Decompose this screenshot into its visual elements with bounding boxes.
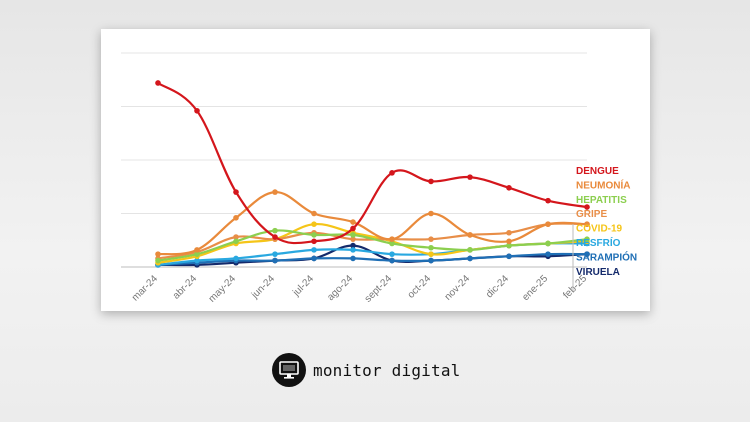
data-point	[467, 247, 473, 253]
legend-item: HEPATITIS	[576, 195, 627, 206]
line-chart: mar-24 abr-24 may-24 jun-24 jul-24 ago-24 sept…	[121, 52, 637, 305]
data-point	[350, 242, 356, 249]
data-point	[311, 221, 317, 227]
data-point	[311, 210, 317, 217]
data-point	[350, 225, 356, 232]
data-point	[506, 238, 512, 245]
legend-item: VIRUELA	[576, 267, 620, 278]
series-line-hepatitis	[156, 229, 589, 262]
x-tick-label: ago-24	[325, 273, 355, 303]
data-point	[428, 210, 434, 217]
data-point	[545, 251, 551, 257]
data-point	[428, 257, 434, 264]
x-tick-label: mar-24	[130, 273, 160, 303]
legend-item: SARAMPIÓN	[576, 250, 637, 263]
data-point	[428, 251, 434, 257]
data-point	[194, 257, 200, 264]
data-point	[233, 238, 239, 245]
data-point	[155, 257, 161, 264]
x-tick-label: oct-24	[406, 273, 434, 301]
data-point	[233, 189, 239, 195]
data-point	[584, 221, 590, 227]
data-point	[467, 174, 473, 180]
chart-card: mar-24 abr-24 may-24 jun-24 jul-24 ago-24 sept…	[101, 29, 650, 311]
data-point	[311, 247, 317, 253]
series-line-dengue	[156, 81, 589, 245]
data-point	[272, 257, 278, 264]
legend-item: COVID-19	[576, 224, 623, 235]
data-point	[467, 232, 473, 238]
x-tick-label: dic-24	[484, 273, 511, 300]
data-point	[506, 229, 512, 236]
series-dengue	[155, 80, 590, 245]
data-point	[194, 107, 200, 114]
data-point	[350, 236, 356, 242]
data-point	[545, 240, 551, 247]
data-point	[194, 247, 200, 253]
data-point	[350, 255, 356, 262]
data-point	[311, 238, 317, 245]
x-axis-ticks: mar-24 abr-24 may-24 jun-24 jul-24 ago-24 sept…	[130, 273, 589, 305]
data-point	[389, 257, 395, 264]
data-point	[584, 251, 590, 257]
grid-lines	[121, 52, 587, 268]
monitor-icon	[272, 353, 306, 387]
x-tick-label: ene-25	[520, 273, 550, 303]
data-point	[311, 255, 317, 262]
data-point	[467, 255, 473, 262]
data-point	[389, 236, 395, 242]
brand-footer: monitor digital	[272, 353, 461, 387]
data-point	[233, 234, 239, 240]
data-point	[506, 185, 512, 191]
x-tick-label: may-24	[207, 273, 239, 305]
legend-item: GRIPE	[576, 209, 607, 220]
data-point	[272, 234, 278, 240]
x-tick-label: nov-24	[443, 273, 473, 303]
x-tick-label: abr-24	[171, 273, 200, 302]
x-tick-label: sept-24	[363, 273, 395, 305]
x-tick-label: jul-24	[290, 273, 316, 299]
data-point	[350, 219, 356, 225]
data-point	[350, 232, 356, 238]
data-point	[584, 236, 590, 242]
legend-item: NEUMONÍA	[576, 178, 630, 191]
data-point	[350, 247, 356, 253]
data-point	[194, 251, 200, 257]
data-point	[272, 227, 278, 234]
data-point	[311, 232, 317, 238]
data-point	[233, 255, 239, 262]
data-point	[506, 253, 512, 260]
data-point	[506, 242, 512, 249]
series-line-sarampion	[156, 252, 589, 266]
brand-name: monitor digital	[313, 360, 461, 380]
data-point	[428, 178, 434, 185]
legend-item: DENGUE	[576, 166, 619, 177]
data-point	[272, 189, 278, 195]
series-lines	[155, 80, 590, 268]
data-point	[584, 204, 590, 210]
series-neumonia	[155, 189, 590, 257]
data-point	[389, 240, 395, 247]
data-point	[155, 251, 161, 257]
legend-item: RESFRÍO	[576, 236, 621, 249]
data-point	[155, 80, 161, 86]
data-point	[272, 251, 278, 257]
data-point	[233, 214, 239, 221]
series-hepatitis	[155, 227, 590, 264]
data-point	[389, 170, 395, 176]
x-tick-label: jun-24	[249, 273, 277, 301]
data-point	[428, 236, 434, 242]
data-point	[428, 244, 434, 251]
data-point	[389, 251, 395, 257]
data-point	[545, 221, 551, 227]
data-point	[545, 197, 551, 204]
series-line-neumonia	[156, 190, 589, 256]
